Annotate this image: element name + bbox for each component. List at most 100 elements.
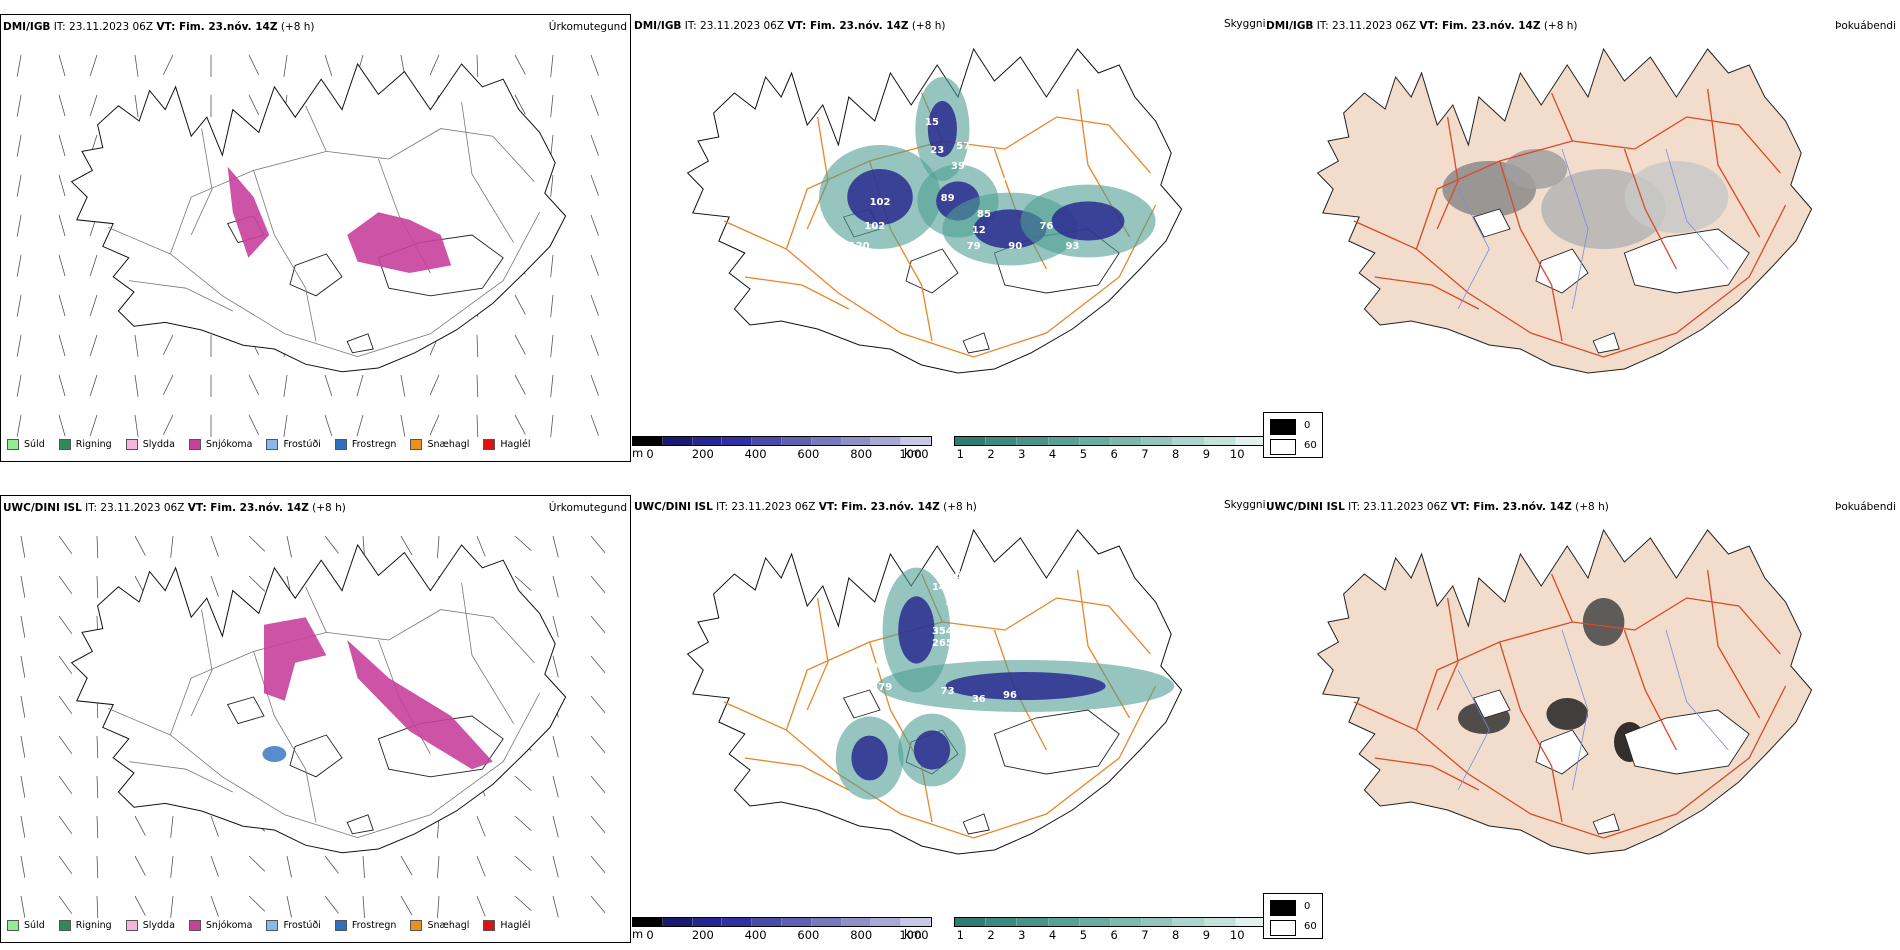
- wind-barb: [286, 895, 292, 918]
- legend-item: Snjókoma: [188, 920, 252, 931]
- scale-tick: 600: [797, 447, 820, 461]
- legend-item: Frostúði: [266, 920, 321, 931]
- fog-label-0: 0: [1304, 901, 1311, 912]
- wind-barb: [400, 855, 413, 876]
- very-low-visibility-zone: [945, 672, 1106, 700]
- wind-barb: [324, 855, 339, 874]
- wind-barb: [20, 575, 26, 598]
- legend-label: Súld: [24, 920, 45, 931]
- legend-item: Slydda: [125, 439, 175, 450]
- visibility-value-label: 79: [878, 682, 892, 693]
- fog-map: [1316, 47, 1813, 374]
- wind-barb: [58, 775, 73, 795]
- wind-barb: [58, 414, 66, 437]
- wind-barb: [248, 54, 260, 75]
- fog-label-60: 60: [1304, 440, 1317, 451]
- color-step: [752, 437, 782, 445]
- color-step: [692, 918, 723, 926]
- glacier-outline: [962, 813, 990, 835]
- legend-item: Snæhagl: [410, 920, 469, 931]
- wind-barb: [552, 855, 559, 878]
- glacier-outline: [1623, 709, 1750, 775]
- very-low-visibility-zone: [927, 101, 957, 157]
- wind-barb: [210, 855, 219, 877]
- wind-barb: [16, 414, 22, 437]
- road: [1415, 116, 1781, 250]
- wind-barb: [248, 414, 260, 435]
- iceland-coastline: [1316, 528, 1813, 855]
- wind-barb: [58, 615, 73, 635]
- wind-barb: [324, 54, 333, 77]
- scale-tick: 7: [1141, 447, 1149, 461]
- panel-header: UWC/DINI ISL IT: 23.11.2023 06Z VT: Fim.…: [634, 501, 977, 513]
- wind-barb: [324, 895, 339, 914]
- wind-barb: [16, 294, 22, 317]
- wind-barb: [58, 695, 73, 715]
- scale-tick: 800: [850, 447, 873, 461]
- wind-barb: [552, 815, 559, 838]
- glacier-outline: [1592, 813, 1620, 835]
- wind-barb: [58, 94, 66, 117]
- scale-tick: 800: [850, 928, 873, 942]
- wind-barb: [58, 134, 66, 157]
- road: [1415, 597, 1781, 731]
- legend-item: Súld: [7, 920, 45, 931]
- wind-barb: [89, 374, 98, 397]
- road: [107, 693, 540, 839]
- wind-barb: [16, 214, 22, 237]
- road: [1551, 92, 1573, 142]
- visibility-map: 102 89 97 85 79 90 76 93 102 120 33 15 23 57 39 12: [686, 47, 1183, 374]
- snow-area: [347, 640, 493, 770]
- wind-barb: [552, 655, 559, 678]
- road: [744, 276, 850, 310]
- road: [1374, 276, 1480, 310]
- legend-swatch: [125, 920, 138, 931]
- color-step: [722, 918, 753, 926]
- wind-barb: [429, 414, 440, 436]
- wind-barb: [58, 815, 73, 835]
- wind-barb: [590, 174, 599, 196]
- wind-barb: [590, 414, 599, 436]
- glacier-outline: [1472, 689, 1511, 719]
- scale-tick: 0: [646, 928, 654, 942]
- wind-barb: [324, 535, 339, 554]
- color-step: [1079, 918, 1112, 926]
- color-step: [901, 918, 931, 926]
- fog-patch: [1546, 698, 1588, 730]
- wind-barb: [590, 655, 606, 674]
- color-step: [752, 918, 782, 926]
- wind-barb: [550, 94, 554, 117]
- wind-barb: [134, 374, 139, 397]
- fog-legend: 0 60: [1263, 412, 1323, 458]
- legend-label: Slydda: [142, 920, 175, 931]
- wind-barb: [162, 414, 174, 435]
- scale-tick: 6: [1110, 447, 1118, 461]
- wind-barb: [16, 374, 22, 397]
- scale-tick: 600: [797, 928, 820, 942]
- scale-tick: 2: [987, 447, 995, 461]
- scale-ticks: 1 2 3 4 5 6 7 8 9 10: [954, 927, 1268, 942]
- color-step: [662, 437, 693, 445]
- wind-barb: [514, 334, 526, 355]
- glacier-outline: [962, 332, 990, 354]
- visibility-value-label: 93: [1065, 241, 1079, 252]
- color-step: [1173, 437, 1205, 445]
- visibility-value-label: 15: [925, 117, 939, 128]
- wind-barb: [96, 575, 99, 599]
- wind-barb: [356, 414, 364, 437]
- wind-barb: [429, 54, 440, 76]
- wind-barb: [20, 815, 26, 838]
- visibility-value-label: 89: [941, 193, 955, 204]
- color-step: [871, 437, 902, 445]
- visibility-scale-m: 0 200 400 600 800 1000: [632, 436, 932, 461]
- scale-tick: 3: [1018, 928, 1026, 942]
- legend-label: Frostregn: [351, 920, 397, 931]
- wind-barb: [248, 94, 260, 115]
- wind-barb: [590, 334, 599, 356]
- wind-barb: [514, 94, 526, 115]
- visibility-scale-km: 1 2 3 4 5 6 7 8 9 10: [954, 436, 1268, 461]
- freezing-rain-area: [262, 746, 287, 762]
- wind-barb: [210, 535, 219, 557]
- wind-barb: [16, 134, 22, 157]
- wind-barb: [58, 214, 66, 237]
